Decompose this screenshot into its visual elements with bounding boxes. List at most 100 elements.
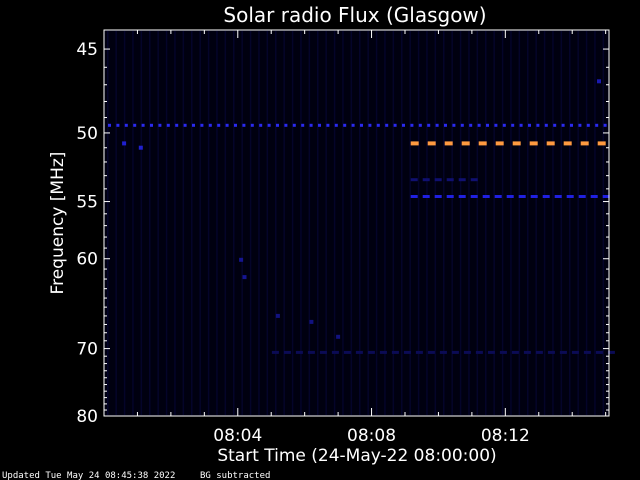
blue-dashed-band-segment [486,123,489,127]
time-stripe [291,31,294,415]
blue-dashed-band-segment [234,123,237,127]
orange-dashed-band-segment [461,141,470,146]
time-stripe [224,31,227,415]
faint-band-70-segment [607,350,615,354]
blue-dashed-band-segment [544,123,548,127]
emission-spot [336,334,341,339]
blue-dashed-band-segment [502,123,506,127]
faint-band-70-segment [283,350,291,354]
blue-dashed-band-segment [292,123,296,127]
time-stripe [392,31,395,415]
y-axis-ticks: 45 50 55 60 70 80 [76,40,609,427]
blue-dashed-band-segment [124,123,128,127]
time-stripe [594,31,596,415]
time-stripe [165,31,168,415]
blue-dashed-band-segment [376,123,380,127]
x-tick-label: 08:04 [213,426,262,446]
faint-band-70-segment [487,350,495,354]
time-stripe [199,31,201,415]
time-stripe [241,31,243,415]
time-stripe [485,31,487,415]
time-stripe [140,31,143,415]
time-stripe [275,31,277,415]
blue-dashed-band-segment [561,123,565,127]
y-axis-label: Frequency [MHz] [48,152,68,295]
emission-bands [108,123,615,354]
blue-dashed-band-segment [309,123,313,127]
emission-spot [597,79,601,84]
faint-band-70-segment [595,350,603,354]
time-stripe [375,31,378,415]
blue-dashed-band-segment [452,123,456,127]
blue-dashed-band-segment [208,123,212,127]
time-stripe [476,31,479,415]
time-stripe [527,31,529,415]
blue-dashed-band-segment [343,123,347,127]
blue-dashed-band-lower-segment [578,195,586,198]
time-stripe [182,31,185,415]
blue-dashed-band-segment [603,123,607,127]
blue-dashed-band-segment [570,123,573,127]
time-stripe [409,31,411,415]
time-stripe [443,31,445,415]
time-stripe [107,31,109,415]
blue-dashed-band-segment [444,123,447,127]
blue-dashed-band-lower-segment [590,195,598,198]
time-stripe [191,31,193,415]
faint-band-70-segment [547,350,555,354]
orange-dashed-band-segment [580,141,589,146]
orange-dashed-band-segment [512,141,521,146]
faint-band-70-segment [379,350,387,354]
faint-band-70-segment [307,350,315,354]
emission-spots [122,79,601,339]
time-stripe [308,31,311,415]
orange-dashed-band-segment [444,141,453,146]
faint-band-70-segment [403,350,411,354]
orange-dashed-band-segment [597,141,606,146]
faint-band-52-segment [458,178,466,182]
time-stripe [174,31,176,415]
blue-dashed-band-segment [133,123,137,127]
blue-dashed-band-segment [385,123,389,127]
x-axis-ticks: 08:04 08:08 08:12 [136,30,607,446]
blue-dashed-band-lower-segment [494,195,502,198]
blue-dashed-band-lower-segment [518,195,526,198]
emission-spot [275,313,280,318]
time-stripe [569,31,571,415]
time-stripe [501,31,504,415]
time-stripe [518,31,521,415]
time-stripe [535,31,537,415]
blue-dashed-band-segment [494,123,498,127]
y-tick-label: 55 [76,193,98,213]
faint-band-70-segment [343,350,351,354]
blue-dashed-band-segment [435,123,439,127]
time-stripe [359,31,361,415]
time-stripe [560,31,563,415]
blue-dashed-band-segment [511,123,515,127]
blue-dashed-band-segment [469,123,473,127]
time-stripe [115,31,117,415]
faint-band-70-segment [331,350,339,354]
blue-dashed-band-segment [393,123,397,127]
blue-dashed-band-segment [402,123,405,127]
time-stripe [123,31,126,415]
time-stripe [132,31,134,415]
time-stripe [451,31,453,415]
orange-dashed-band-segment [410,141,419,146]
blue-dashed-band-segment [166,123,170,127]
faint-band-70-segment [511,350,519,354]
blue-dashed-band-segment [242,123,246,127]
time-stripe [493,31,495,415]
time-stripes [107,31,605,415]
blue-dashed-band-segment [326,123,330,127]
time-stripe [157,31,159,415]
blue-dashed-band-segment [553,123,557,127]
time-stripe [333,31,336,415]
time-stripe [266,31,269,415]
blue-dashed-band-lower-segment [422,195,430,198]
blue-dashed-band-segment [301,123,305,127]
blue-dashed-band-segment [150,123,153,127]
blue-dashed-band-segment [578,123,582,127]
blue-dashed-band-segment [284,123,288,127]
blue-dashed-band-segment [418,123,422,127]
